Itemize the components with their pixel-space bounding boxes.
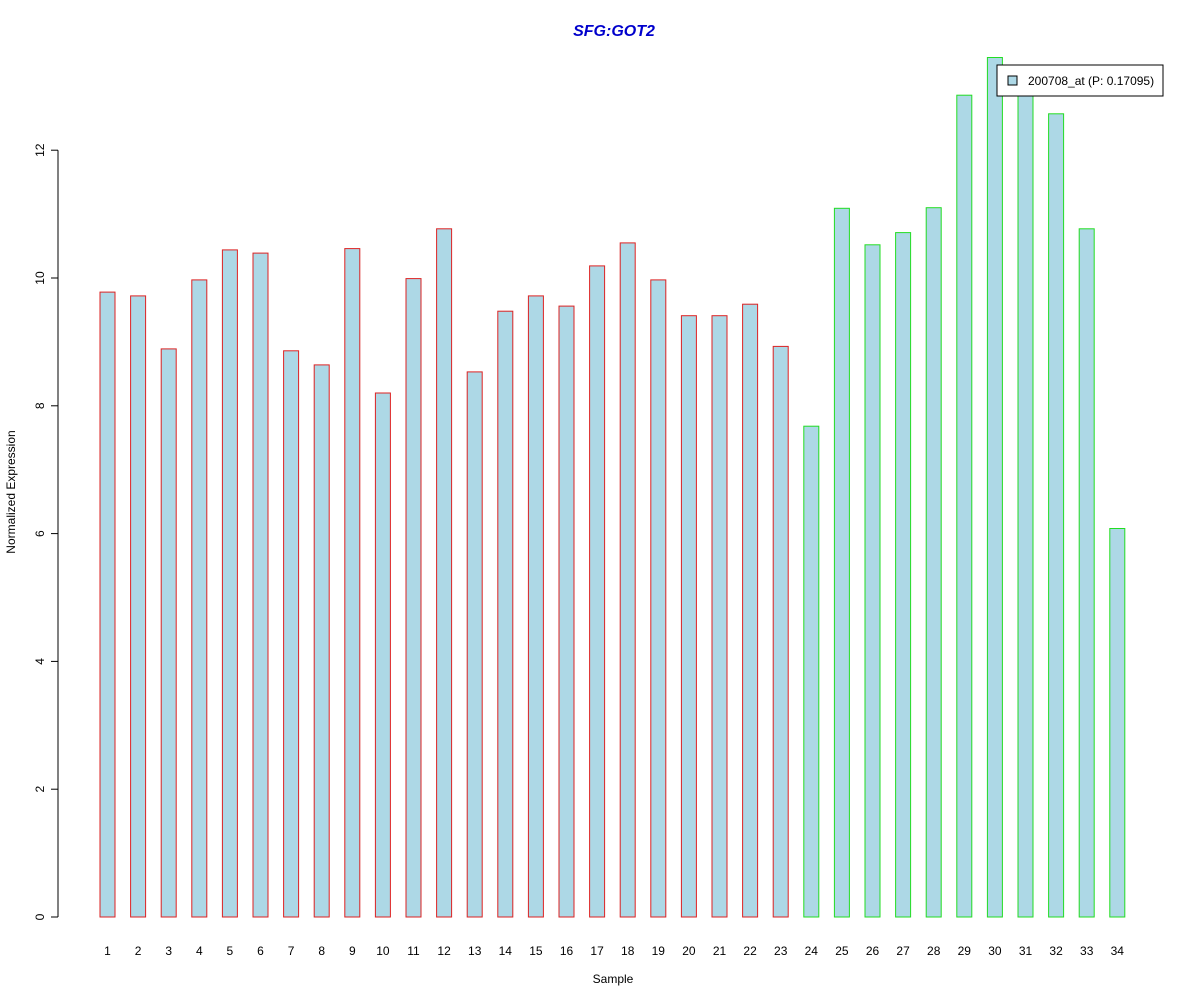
bar-sample-19 bbox=[650, 279, 667, 918]
x-axis-title: Sample bbox=[593, 972, 634, 986]
bar-sample-17 bbox=[589, 265, 606, 918]
bar-sample-9 bbox=[344, 248, 361, 918]
bar-sample-13 bbox=[466, 371, 483, 918]
bar-sample-28 bbox=[925, 207, 942, 918]
x-tick-label: 26 bbox=[866, 944, 880, 958]
bar-sample-8 bbox=[313, 364, 330, 918]
bar-sample-11 bbox=[405, 278, 422, 918]
x-tick-label: 29 bbox=[958, 944, 972, 958]
bar-sample-27 bbox=[895, 232, 912, 918]
bar-sample-30 bbox=[986, 57, 1003, 918]
x-tick-label: 3 bbox=[165, 944, 172, 958]
bar-sample-20 bbox=[680, 315, 697, 918]
bar-sample-25 bbox=[833, 207, 850, 918]
x-tick-label: 1 bbox=[104, 944, 111, 958]
legend-swatch bbox=[1007, 75, 1018, 86]
x-tick-label: 30 bbox=[988, 944, 1002, 958]
bar-sample-7 bbox=[283, 350, 300, 918]
bar-sample-21 bbox=[711, 315, 728, 918]
bar-sample-29 bbox=[956, 94, 973, 918]
x-tick-label: 2 bbox=[135, 944, 142, 958]
x-tick-label: 22 bbox=[743, 944, 757, 958]
legend: 200708_at (P: 0.17095) bbox=[996, 64, 1164, 97]
x-tick-label: 9 bbox=[349, 944, 356, 958]
x-tick-label: 7 bbox=[288, 944, 295, 958]
x-tick-label: 6 bbox=[257, 944, 264, 958]
y-axis-title: Normalized Expression bbox=[4, 430, 18, 553]
bar-sample-31 bbox=[1017, 87, 1034, 918]
x-tick-label: 18 bbox=[621, 944, 635, 958]
x-tick-label: 24 bbox=[805, 944, 819, 958]
x-tick-label: 31 bbox=[1019, 944, 1033, 958]
x-tick-label: 15 bbox=[529, 944, 543, 958]
y-tick-label: 2 bbox=[33, 786, 47, 793]
chart-title: SFG:GOT2 bbox=[573, 23, 655, 40]
x-tick-label: 27 bbox=[896, 944, 910, 958]
y-tick-label: 10 bbox=[33, 271, 47, 285]
bar-sample-32 bbox=[1048, 113, 1065, 918]
x-tick-label: 19 bbox=[652, 944, 666, 958]
x-tick-label: 32 bbox=[1049, 944, 1063, 958]
x-tick-label: 25 bbox=[835, 944, 849, 958]
bars-group bbox=[99, 57, 1126, 918]
bar-sample-1 bbox=[99, 291, 116, 918]
x-tick-label: 17 bbox=[590, 944, 604, 958]
x-tick-label: 20 bbox=[682, 944, 696, 958]
legend-box bbox=[996, 64, 1164, 97]
x-tick-labels: 1 2 3 4 5 6 7 8 9 10 11 12 13 14 15 16 17 18 19 20 21 22 23 24 2… bbox=[104, 944, 1124, 958]
y-tick-label: 0 bbox=[33, 913, 47, 920]
x-tick-label: 11 bbox=[407, 944, 420, 958]
y-tick-label: 6 bbox=[33, 530, 47, 537]
bar-sample-23 bbox=[772, 345, 789, 918]
x-tick-label: 12 bbox=[437, 944, 451, 958]
bar-sample-6 bbox=[252, 252, 269, 918]
bar-sample-16 bbox=[558, 305, 575, 918]
x-tick-label: 8 bbox=[318, 944, 325, 958]
y-axis: 0 2 4 6 8 10 12 bbox=[33, 143, 59, 920]
bar-sample-24 bbox=[803, 425, 820, 918]
bar-sample-10 bbox=[374, 392, 391, 918]
x-tick-label: 33 bbox=[1080, 944, 1094, 958]
bar-sample-18 bbox=[619, 242, 636, 918]
bar-sample-15 bbox=[527, 295, 544, 918]
y-tick-label: 8 bbox=[33, 402, 47, 409]
x-tick-label: 28 bbox=[927, 944, 941, 958]
legend-label: 200708_at (P: 0.17095) bbox=[1028, 74, 1154, 88]
x-tick-label: 16 bbox=[560, 944, 574, 958]
bar-sample-22 bbox=[742, 303, 759, 918]
bar-sample-2 bbox=[130, 295, 147, 918]
x-tick-label: 10 bbox=[376, 944, 390, 958]
bar-sample-4 bbox=[191, 279, 208, 918]
x-tick-label: 5 bbox=[227, 944, 234, 958]
x-tick-label: 14 bbox=[499, 944, 513, 958]
x-tick-label: 34 bbox=[1111, 944, 1125, 958]
bar-sample-26 bbox=[864, 244, 881, 918]
bar-sample-14 bbox=[497, 310, 514, 918]
x-tick-label: 21 bbox=[713, 944, 727, 958]
bar-sample-5 bbox=[221, 249, 238, 918]
bar-sample-12 bbox=[436, 228, 453, 918]
y-tick-label: 12 bbox=[33, 143, 47, 157]
bar-sample-33 bbox=[1078, 228, 1095, 918]
bar-sample-3 bbox=[160, 348, 177, 918]
bar-sample-34 bbox=[1109, 528, 1126, 918]
x-tick-label: 13 bbox=[468, 944, 482, 958]
x-tick-label: 4 bbox=[196, 944, 203, 958]
y-tick-label: 4 bbox=[33, 658, 47, 665]
x-tick-label: 23 bbox=[774, 944, 788, 958]
